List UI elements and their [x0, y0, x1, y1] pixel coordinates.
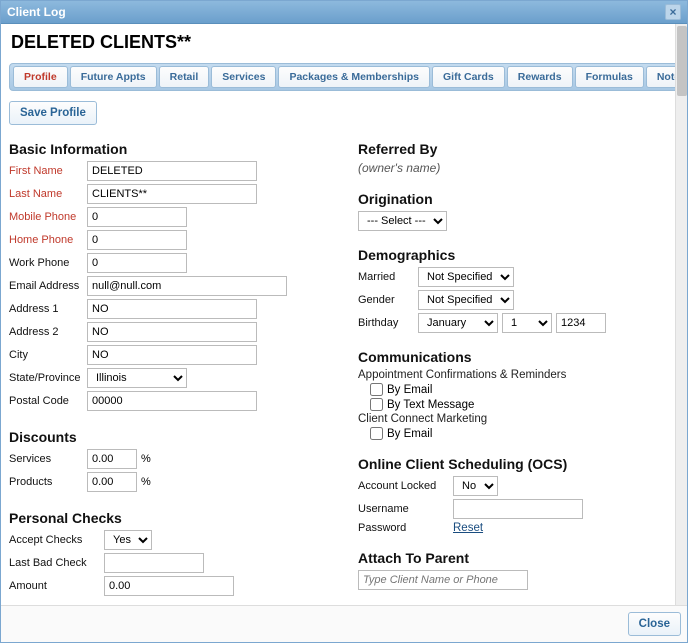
username-label: Username — [358, 503, 453, 515]
scrollbar-thumb[interactable] — [677, 26, 687, 96]
address1-label: Address 1 — [9, 303, 87, 315]
check-amount-input[interactable] — [104, 576, 234, 596]
state-select[interactable]: Illinois — [87, 368, 187, 388]
save-profile-button[interactable]: Save Profile — [9, 101, 97, 125]
postal-label: Postal Code — [9, 395, 87, 407]
account-locked-select[interactable]: No — [453, 476, 498, 496]
birthday-month-select[interactable]: January — [418, 313, 498, 333]
tab-packages[interactable]: Packages & Memberships — [278, 66, 430, 88]
footer: Close — [1, 605, 687, 642]
birthday-year-input[interactable] — [556, 313, 606, 333]
tab-rewards[interactable]: Rewards — [507, 66, 573, 88]
scrollbar-track[interactable] — [675, 24, 687, 605]
city-label: City — [9, 349, 87, 361]
last-bad-check-input[interactable] — [104, 553, 204, 573]
home-phone-label: Home Phone — [9, 234, 87, 246]
password-label: Password — [358, 522, 453, 534]
attach-parent-heading: Attach To Parent — [358, 550, 679, 566]
window-title: Client Log — [7, 5, 66, 19]
home-phone-input[interactable] — [87, 230, 187, 250]
discount-products-label: Products — [9, 476, 87, 488]
tabstrip: Profile Future Appts Retail Services Pac… — [9, 63, 679, 91]
work-phone-input[interactable] — [87, 253, 187, 273]
first-name-input[interactable] — [87, 161, 257, 181]
by-text-label: By Text Message — [387, 399, 474, 411]
titlebar: Client Log × — [1, 1, 687, 24]
origination-select[interactable]: --- Select --- — [358, 211, 447, 231]
last-bad-check-label: Last Bad Check — [9, 557, 104, 569]
check-amount-label: Amount — [9, 580, 104, 592]
window-body: DELETED CLIENTS** Profile Future Appts R… — [1, 24, 687, 605]
checks-heading: Personal Checks — [9, 510, 330, 526]
last-name-input[interactable] — [87, 184, 257, 204]
city-input[interactable] — [87, 345, 257, 365]
married-label: Married — [358, 271, 418, 283]
by-email-label: By Email — [387, 384, 432, 396]
tab-formulas[interactable]: Formulas — [575, 66, 644, 88]
right-column: Referred By (owner's name) Origination -… — [358, 137, 679, 605]
percent-symbol: % — [141, 476, 151, 488]
gender-select[interactable]: Not Specified — [418, 290, 514, 310]
state-label: State/Province — [9, 372, 87, 384]
basic-info-heading: Basic Information — [9, 141, 330, 157]
marketing-email-checkbox-row[interactable]: By Email — [370, 427, 679, 440]
appt-confirmations-label: Appointment Confirmations & Reminders — [358, 369, 679, 381]
postal-input[interactable] — [87, 391, 257, 411]
tab-gift-cards[interactable]: Gift Cards — [432, 66, 505, 88]
demographics-heading: Demographics — [358, 247, 679, 263]
tab-services[interactable]: Services — [211, 66, 276, 88]
client-log-window: Client Log × DELETED CLIENTS** Profile F… — [0, 0, 688, 643]
last-name-label: Last Name — [9, 188, 87, 200]
birthday-label: Birthday — [358, 317, 418, 329]
discount-services-label: Services — [9, 453, 87, 465]
by-text-checkbox[interactable] — [370, 398, 383, 411]
address1-input[interactable] — [87, 299, 257, 319]
discounts-heading: Discounts — [9, 429, 330, 445]
by-email-checkbox[interactable] — [370, 383, 383, 396]
married-select[interactable]: Not Specified — [418, 267, 514, 287]
address2-label: Address 2 — [9, 326, 87, 338]
discount-products-input[interactable] — [87, 472, 137, 492]
by-text-checkbox-row[interactable]: By Text Message — [370, 398, 679, 411]
tab-profile[interactable]: Profile — [13, 66, 68, 88]
email-input[interactable] — [87, 276, 287, 296]
mobile-phone-label: Mobile Phone — [9, 211, 87, 223]
discount-services-input[interactable] — [87, 449, 137, 469]
close-button[interactable]: Close — [628, 612, 681, 636]
referred-heading: Referred By — [358, 141, 679, 157]
accept-checks-select[interactable]: Yes — [104, 530, 152, 550]
accept-checks-label: Accept Checks — [9, 534, 104, 546]
tab-retail[interactable]: Retail — [159, 66, 210, 88]
gender-label: Gender — [358, 294, 418, 306]
email-label: Email Address — [9, 280, 87, 292]
page-title: DELETED CLIENTS** — [11, 32, 679, 53]
address2-input[interactable] — [87, 322, 257, 342]
attach-parent-input[interactable] — [358, 570, 528, 590]
reset-password-link[interactable]: Reset — [453, 522, 483, 534]
origination-heading: Origination — [358, 191, 679, 207]
marketing-email-checkbox[interactable] — [370, 427, 383, 440]
percent-symbol: % — [141, 453, 151, 465]
first-name-label: First Name — [9, 165, 87, 177]
by-email-checkbox-row[interactable]: By Email — [370, 383, 679, 396]
close-icon[interactable]: × — [665, 4, 681, 20]
left-column: Basic Information First Name Last Name M… — [9, 137, 330, 605]
ocs-heading: Online Client Scheduling (OCS) — [358, 456, 679, 472]
work-phone-label: Work Phone — [9, 257, 87, 269]
marketing-email-label: By Email — [387, 428, 432, 440]
tab-future-appts[interactable]: Future Appts — [70, 66, 157, 88]
communications-heading: Communications — [358, 349, 679, 365]
username-input[interactable] — [453, 499, 583, 519]
mobile-phone-input[interactable] — [87, 207, 187, 227]
referred-owner: (owner's name) — [358, 161, 679, 175]
birthday-day-select[interactable]: 1 — [502, 313, 552, 333]
account-locked-label: Account Locked — [358, 480, 453, 492]
marketing-label: Client Connect Marketing — [358, 413, 679, 425]
